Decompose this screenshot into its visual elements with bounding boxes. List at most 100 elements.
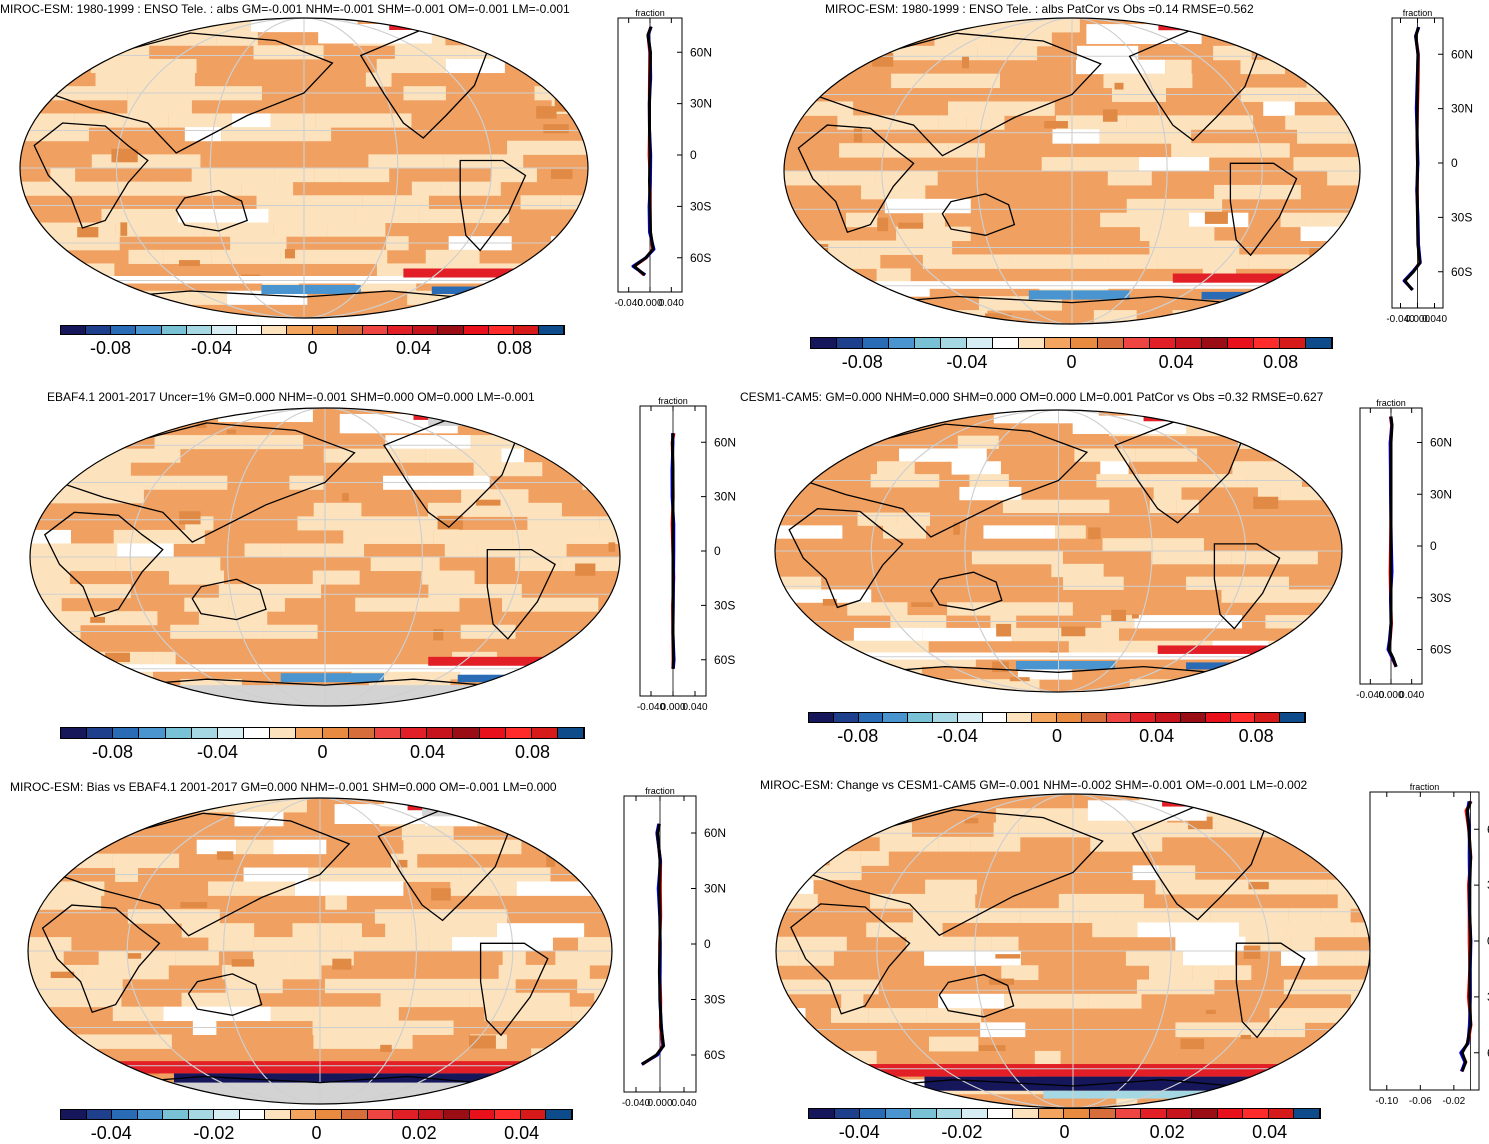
colorbar-swatch (908, 713, 933, 722)
colorbar-swatch (933, 713, 958, 722)
x-tick-label: 0.040 (659, 298, 684, 309)
colorbar-swatch (413, 326, 438, 334)
colorbar-swatch (937, 1109, 963, 1118)
colorbar-swatch (1254, 338, 1280, 348)
profile-axis-label: fraction (1376, 398, 1406, 408)
colorbar-swatch (506, 728, 532, 738)
colorbar-swatch (489, 326, 514, 334)
lat-tick-label: 30S (1451, 210, 1472, 224)
colorbar-swatch (859, 713, 884, 722)
profile-axis-label: fraction (1403, 8, 1433, 18)
colorbar-swatch (1192, 1109, 1218, 1118)
colorbar-swatch (166, 728, 192, 738)
profile-axis-label: fraction (658, 396, 688, 406)
colorbar-swatch (1150, 338, 1176, 348)
colorbar-label: 0.08 (515, 742, 550, 763)
profile-axis-label: fraction (645, 786, 675, 796)
lat-tick-label: 60N (714, 435, 736, 449)
colorbar-swatch (993, 338, 1019, 348)
colorbar-swatch (941, 338, 967, 348)
colorbar-swatch (983, 713, 1008, 722)
colorbar-swatch (1202, 338, 1228, 348)
lat-tick-label: 60N (1451, 47, 1473, 61)
colorbar-swatch (1019, 338, 1045, 348)
colorbar-label: 0 (1059, 1122, 1069, 1143)
colorbar-swatch (323, 728, 349, 738)
lat-tick-label: 0 (714, 544, 721, 558)
colorbar-swatch (349, 728, 375, 738)
colorbar-swatch (162, 326, 187, 334)
colorbar-label: 0 (1052, 726, 1062, 747)
colorbar-label: -0.04 (197, 742, 238, 763)
profile-line-black (1462, 801, 1470, 1071)
colorbar-swatch (1082, 713, 1107, 722)
x-tick-label: -0.06 (1409, 1096, 1432, 1107)
colorbar-swatch (1045, 338, 1071, 348)
colorbar-swatch (192, 728, 218, 738)
colorbar-swatch (1090, 1109, 1116, 1118)
colorbar-swatch (218, 728, 244, 738)
colorbar-swatch (1116, 1109, 1142, 1118)
colorbar-label: 0.08 (1239, 726, 1274, 747)
colorbar-swatch (1306, 338, 1332, 348)
colorbar-label: 0.08 (497, 338, 532, 359)
colorbar-swatch (837, 338, 863, 348)
lat-tick-label: 0 (1430, 539, 1437, 553)
colorbar-swatch (464, 326, 489, 334)
colorbar-swatch (438, 326, 463, 334)
lat-tick-label: 30N (1430, 487, 1452, 501)
colorbar-label: 0.04 (410, 742, 445, 763)
x-tick-label: -0.10 (1375, 1096, 1398, 1107)
lat-tick-label: 30S (1430, 591, 1451, 605)
colorbar-swatch (889, 338, 915, 348)
colorbar-swatch (1107, 713, 1132, 722)
colorbar-swatch (1206, 713, 1231, 722)
lat-tick-label: 60S (690, 251, 711, 265)
colorbar-swatch (419, 1110, 445, 1119)
colorbar-swatch (287, 326, 312, 334)
colorbar-swatch (811, 338, 837, 348)
profile-frame (1370, 792, 1479, 1090)
x-tick-label: 0.000 (647, 1098, 672, 1109)
lat-tick-label: 60S (704, 1048, 725, 1062)
colorbar-swatch (388, 326, 413, 334)
colorbar-swatch (958, 713, 983, 722)
colorbar-swatch (532, 728, 558, 738)
colorbar-swatch (342, 1110, 368, 1119)
colorbar-swatch (427, 728, 453, 738)
lat-tick-label: 0 (1451, 156, 1458, 170)
colorbar-swatch (546, 1110, 572, 1119)
colorbar-swatch (1243, 1109, 1269, 1118)
colorbar-label: 0 (1066, 352, 1076, 373)
colorbar-swatch (962, 1109, 988, 1118)
colorbar-label: 0.04 (1252, 1122, 1287, 1143)
colorbar-swatch (1294, 1109, 1320, 1118)
colorbar-swatch (189, 1110, 215, 1119)
colorbar-swatch (214, 1110, 240, 1119)
colorbar-swatch (87, 728, 113, 738)
colorbar-swatch (375, 728, 401, 738)
colorbar-swatch (883, 713, 908, 722)
lat-tick-label: 60S (714, 653, 735, 667)
colorbar-label: -0.08 (837, 726, 878, 747)
x-tick-label: 0.040 (1399, 690, 1424, 701)
colorbar-swatch (1131, 713, 1156, 722)
lat-tick-label: 30N (1451, 102, 1473, 116)
colorbar-swatch (212, 326, 237, 334)
colorbar-label: 0 (307, 338, 317, 359)
colorbar-swatch (1280, 338, 1306, 348)
profile-line-black (1405, 27, 1420, 290)
lat-tick-label: 0 (690, 148, 697, 162)
lat-tick-label: 60N (690, 45, 712, 59)
colorbar-swatch (886, 1109, 912, 1118)
colorbar-swatch (163, 1110, 189, 1119)
colorbar-swatch (1032, 713, 1057, 722)
colorbar-swatch (1039, 1109, 1065, 1118)
colorbar-label: 0 (317, 742, 327, 763)
colorbar-swatch (470, 1110, 496, 1119)
colorbar-swatch (495, 1110, 521, 1119)
world-map (773, 408, 1344, 694)
